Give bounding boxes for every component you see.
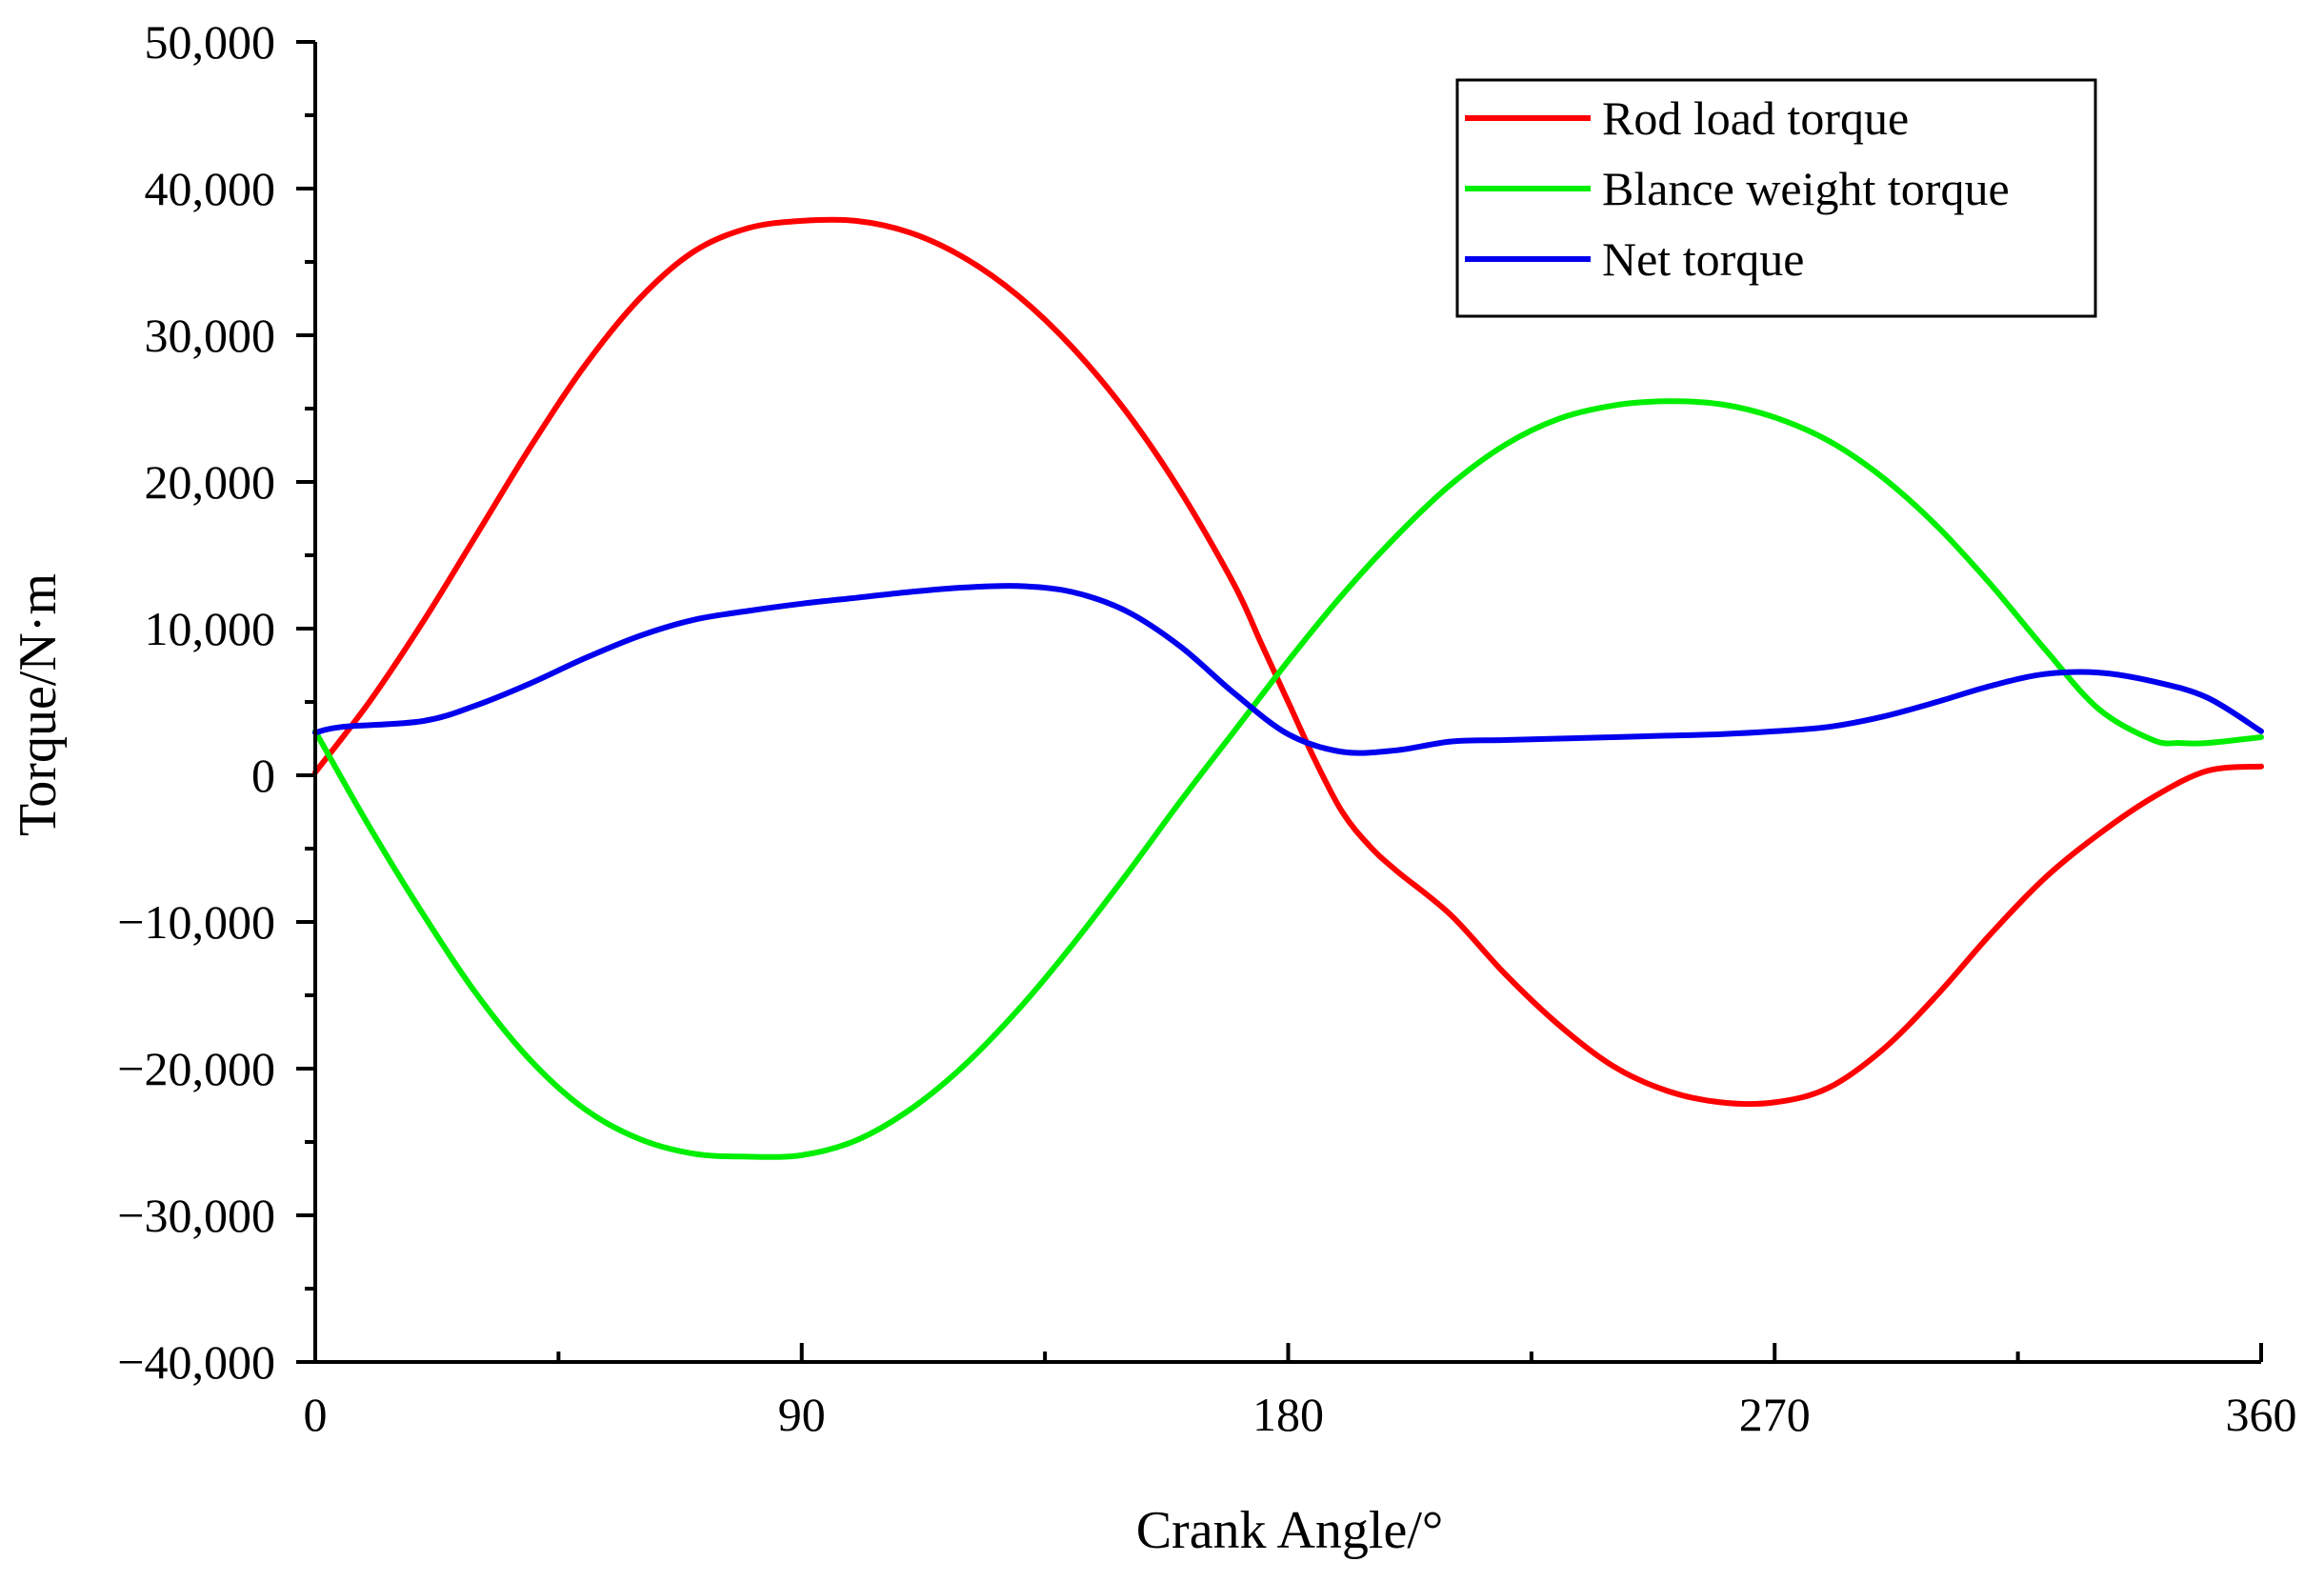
- legend-label: Net torque: [1602, 232, 1804, 286]
- x-tick-label: 360: [2226, 1388, 2297, 1441]
- series-line-2: [312, 583, 2264, 756]
- y-tick-label: 40,000: [145, 162, 276, 215]
- series-line-0: [312, 216, 2264, 1108]
- plot-lines: [312, 216, 2264, 1160]
- y-axis-title: Torque/N·m: [9, 573, 68, 836]
- ticks: 0 90 180 270 360 −40,000 −30,000 −20,000 −10,000…: [117, 15, 2296, 1441]
- x-tick-label: 0: [304, 1388, 328, 1441]
- y-tick-label: −20,000: [117, 1042, 275, 1095]
- x-tick-label: 180: [1252, 1388, 1324, 1441]
- x-axis-title: Crank Angle/°: [1136, 1501, 1444, 1560]
- y-tick-label: −10,000: [117, 895, 275, 949]
- y-tick-label: 50,000: [145, 15, 276, 69]
- series-line-1: [312, 398, 2264, 1160]
- y-tick-label: −40,000: [117, 1335, 275, 1389]
- x-tick-label: 270: [1739, 1388, 1811, 1441]
- legend-label: Rod load torque: [1602, 91, 1909, 145]
- legend-label: Blance weight torque: [1602, 162, 2010, 215]
- y-tick-label: 30,000: [145, 309, 276, 362]
- legend: Rod load torque Blance weight torque Net t…: [1455, 78, 2097, 318]
- y-tick-label: −30,000: [117, 1189, 275, 1242]
- y-tick-label: 10,000: [145, 602, 276, 655]
- y-tick-label: 20,000: [145, 455, 276, 509]
- y-tick-label: 0: [251, 749, 275, 802]
- x-tick-label: 90: [778, 1388, 826, 1441]
